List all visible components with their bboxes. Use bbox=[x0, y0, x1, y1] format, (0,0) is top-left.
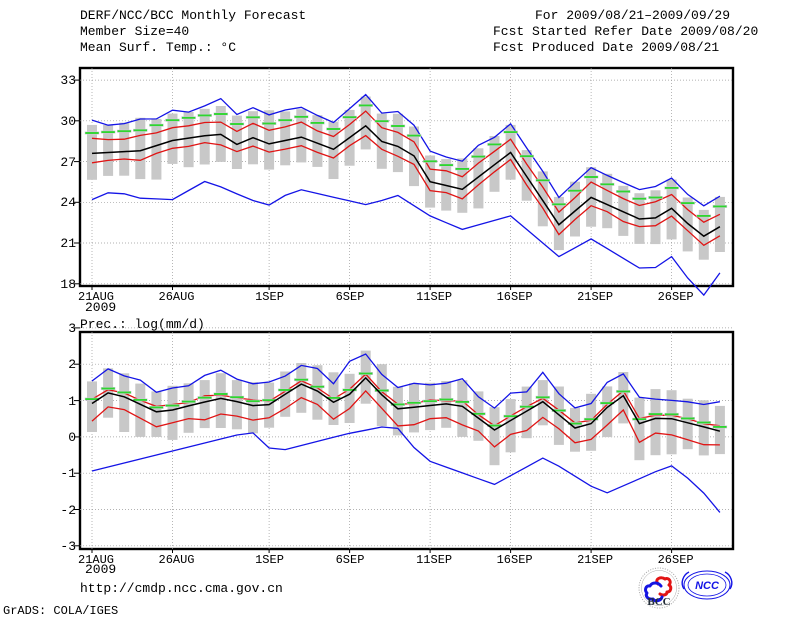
svg-text:BCC: BCC bbox=[647, 596, 670, 608]
svg-text:NCC: NCC bbox=[695, 580, 720, 592]
